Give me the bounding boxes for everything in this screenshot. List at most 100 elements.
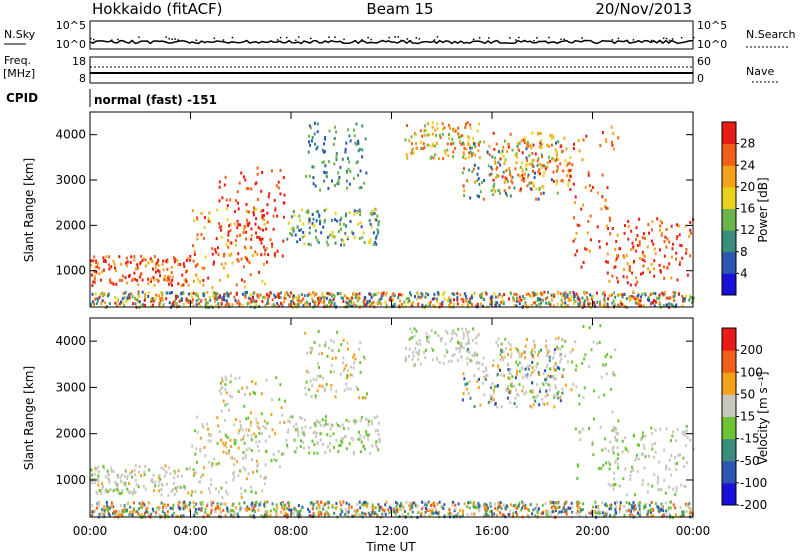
- range-gate-cell: [574, 237, 577, 241]
- range-gate-cell: [362, 444, 365, 448]
- range-gate-cell: [311, 348, 314, 352]
- range-gate-cell: [292, 512, 295, 516]
- range-gate-cell: [242, 175, 245, 179]
- range-gate-cell: [310, 139, 313, 143]
- range-gate-cell: [431, 502, 434, 506]
- range-gate-cell: [460, 344, 463, 348]
- range-gate-cell: [192, 501, 195, 505]
- range-gate-cell: [236, 258, 239, 261]
- range-gate-cell: [592, 511, 595, 515]
- range-gate-cell: [623, 231, 626, 235]
- range-gate-cell: [466, 349, 468, 353]
- range-gate-cell: [619, 501, 622, 505]
- range-gate-cell: [298, 510, 301, 514]
- range-gate-cell: [506, 386, 509, 390]
- x-tick-label: 16:00: [475, 524, 510, 538]
- range-gate-cell: [326, 235, 329, 239]
- range-gate-cell: [222, 508, 225, 512]
- range-gate-cell: [259, 237, 261, 241]
- range-gate-cell: [234, 377, 237, 381]
- range-gate-cell: [131, 278, 134, 282]
- range-gate-cell: [623, 304, 626, 308]
- range-gate-cell: [406, 124, 408, 128]
- range-gate-cell: [514, 153, 517, 157]
- range-gate-cell: [289, 291, 292, 295]
- range-gate-cell: [353, 209, 356, 213]
- range-gate-cell: [515, 511, 518, 514]
- range-gate-cell: [242, 437, 244, 441]
- range-gate-cell: [499, 163, 502, 167]
- range-gate-cell: [607, 482, 610, 486]
- range-gate-cell: [115, 509, 118, 513]
- range-gate-cell: [221, 196, 224, 200]
- range-gate-cell: [626, 275, 629, 279]
- range-gate-cell: [639, 299, 642, 303]
- range-gate-cell: [569, 298, 572, 302]
- range-gate-cell: [481, 362, 484, 366]
- range-gate-cell: [312, 217, 315, 221]
- range-gate-cell: [545, 365, 548, 369]
- range-gate-cell: [273, 253, 276, 256]
- range-gate-cell: [531, 371, 534, 375]
- range-gate-cell: [315, 431, 318, 435]
- range-gate-cell: [314, 394, 317, 398]
- range-gate-cell: [360, 186, 363, 190]
- range-gate-cell: [128, 274, 130, 278]
- range-gate-cell: [510, 175, 513, 179]
- range-gate-cell: [138, 294, 141, 298]
- range-gate-cell: [297, 303, 300, 307]
- range-gate-cell: [197, 297, 200, 301]
- range-gate-cell: [434, 128, 437, 132]
- range-gate-cell: [345, 382, 348, 386]
- range-gate-cell: [240, 505, 243, 509]
- range-gate-cell: [281, 413, 284, 417]
- range-gate-cell: [308, 174, 311, 178]
- range-gate-cell: [569, 506, 571, 510]
- range-gate-cell: [358, 186, 361, 190]
- range-gate-cell: [233, 463, 236, 467]
- range-gate-cell: [249, 297, 252, 301]
- range-gate-cell: [602, 363, 605, 367]
- range-gate-cell: [144, 487, 147, 491]
- range-gate-cell: [317, 441, 319, 445]
- range-gate-cell: [361, 236, 364, 240]
- range-gate-cell: [501, 149, 504, 153]
- range-gate-cell: [654, 502, 657, 506]
- range-gate-cell: [438, 510, 441, 514]
- range-gate-cell: [327, 422, 329, 426]
- range-gate-cell: [234, 442, 237, 446]
- range-gate-cell: [500, 300, 503, 304]
- range-gate-cell: [171, 283, 173, 287]
- range-gate-cell: [208, 296, 211, 299]
- range-gate-cell: [441, 300, 444, 304]
- range-gate-cell: [669, 506, 672, 510]
- range-gate-cell: [350, 505, 353, 509]
- range-gate-cell: [643, 292, 646, 296]
- range-gate-cell: [181, 273, 184, 277]
- range-gate-cell: [467, 501, 470, 505]
- range-gate-cell: [565, 508, 568, 512]
- range-gate-cell: [605, 372, 608, 376]
- range-gate-cell: [339, 227, 342, 231]
- range-gate-cell: [161, 293, 164, 297]
- range-gate-cell: [229, 438, 232, 442]
- range-gate-cell: [340, 503, 343, 507]
- range-gate-cell: [133, 490, 136, 494]
- range-gate-cell: [367, 433, 370, 437]
- range-gate-cell: [243, 224, 246, 228]
- range-gate-cell: [174, 299, 176, 303]
- range-gate-cell: [471, 170, 474, 174]
- range-gate-cell: [303, 242, 306, 246]
- range-gate-cell: [587, 173, 590, 177]
- range-gate-cell: [603, 293, 606, 297]
- range-gate-cell: [632, 290, 635, 294]
- range-gate-cell: [131, 510, 134, 514]
- range-gate-cell: [214, 299, 217, 303]
- range-gate-cell: [496, 165, 499, 169]
- range-gate-cell: [405, 501, 408, 505]
- range-gate-cell: [546, 393, 549, 397]
- range-gate-cell: [340, 216, 343, 220]
- range-gate-cell: [499, 504, 501, 508]
- range-gate-cell: [533, 343, 536, 347]
- range-gate-cell: [597, 191, 600, 195]
